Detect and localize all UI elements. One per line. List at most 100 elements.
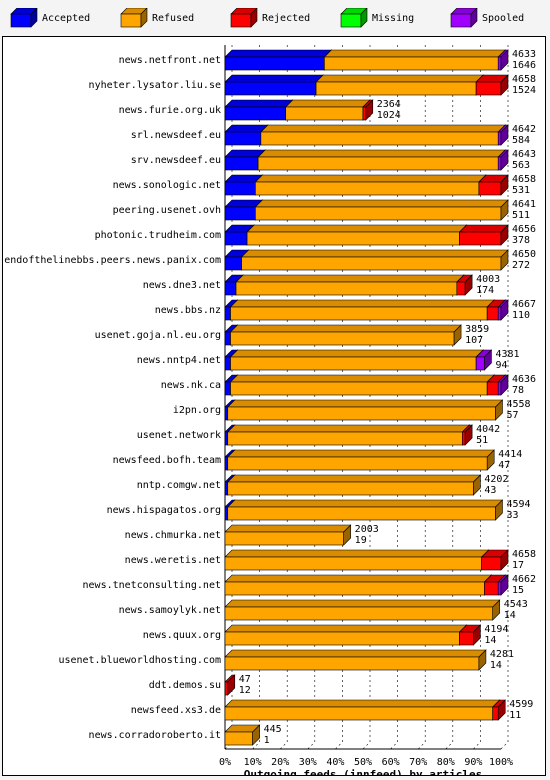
bar-segment-rejected-top bbox=[458, 224, 509, 233]
bar-segment-refused-top bbox=[254, 199, 509, 208]
accepted-value: 1524 bbox=[512, 85, 536, 96]
bar-segment-refused-front bbox=[224, 531, 344, 546]
gridline-diag-2 bbox=[279, 741, 288, 750]
row-label: newsfeed.xs3.de bbox=[131, 705, 221, 716]
bar-segment-refused-front bbox=[224, 556, 482, 571]
bar-segment-rejected bbox=[491, 699, 506, 721]
bar-segment-rejected-side bbox=[497, 699, 506, 721]
bar-segment-rejected-side bbox=[473, 624, 481, 646]
offered-value: 4194 bbox=[484, 624, 508, 635]
bar-segment-spooled-side bbox=[484, 349, 492, 371]
cube-orange-icon-shape bbox=[120, 8, 148, 28]
row-label: i2pn.org bbox=[173, 405, 221, 416]
bar-segment-refused-front bbox=[227, 506, 496, 521]
bar-segment-refused-side bbox=[252, 724, 260, 746]
accepted-value: 1 bbox=[264, 735, 270, 746]
bar-segment-accepted bbox=[224, 49, 333, 71]
bar-segment-rejected-front bbox=[486, 381, 499, 396]
bar-segment-rejected-side bbox=[227, 674, 236, 696]
offered-value: 47 bbox=[239, 674, 251, 685]
cube-blue-icon-shape bbox=[10, 8, 38, 28]
bar-segment-refused-top bbox=[240, 249, 509, 258]
bar-segment-rejected-side bbox=[500, 549, 509, 571]
row-label: nyheter.lysator.liu.se bbox=[89, 80, 221, 91]
bar-segment-refused bbox=[235, 274, 465, 296]
accepted-value: 531 bbox=[512, 185, 530, 196]
bar-segment-refused-side bbox=[500, 249, 509, 271]
x-tick-label: 10% bbox=[244, 757, 262, 768]
bar-segment-refused-top bbox=[257, 149, 506, 158]
cube-red-icon bbox=[230, 8, 258, 28]
bar-segment-refused bbox=[254, 199, 509, 221]
bar-segment-refused-side bbox=[453, 324, 462, 346]
bar-segment-refused-side bbox=[343, 524, 351, 546]
bar-segment-refused-top bbox=[229, 324, 462, 333]
cube-purple-icon-shape bbox=[450, 8, 478, 28]
row-label: srv.newsdeef.eu bbox=[131, 155, 221, 166]
bar-segment-refused bbox=[257, 149, 506, 171]
accepted-value: 272 bbox=[512, 260, 530, 271]
row-label: news.chmurka.net bbox=[125, 530, 221, 541]
chart-legend: Accepted Refused Rejected Missing Spooled bbox=[0, 0, 550, 36]
bar-segment-refused-top bbox=[229, 374, 495, 383]
bar-segment-spooled-side bbox=[500, 574, 509, 596]
bar-segment-accepted bbox=[224, 249, 250, 271]
x-tick-label: 70% bbox=[409, 757, 427, 768]
bar-segment-spooled-front bbox=[497, 381, 502, 396]
accepted-value: 78 bbox=[512, 385, 524, 396]
accepted-value: 14 bbox=[490, 660, 502, 671]
bar-segment-rejected-front bbox=[492, 706, 499, 721]
row-label: news.nntp4.net bbox=[137, 355, 221, 366]
bar-segment-spooled-side bbox=[500, 124, 509, 146]
x-tick-label: 100% bbox=[489, 757, 513, 768]
bar-segment-refused bbox=[284, 99, 371, 121]
row-label: photonic.trudheim.com bbox=[95, 230, 221, 241]
bar-segment-refused-top bbox=[224, 649, 487, 658]
bar-segment-spooled bbox=[497, 149, 509, 171]
bar-segment-refused bbox=[315, 74, 484, 96]
bar-segment-refused-front bbox=[230, 331, 455, 346]
gridline-diag-6 bbox=[390, 741, 398, 750]
bar-segment-refused-top bbox=[315, 74, 484, 83]
bar-segment-refused-front bbox=[255, 181, 480, 196]
row-label: news.netfront.net bbox=[119, 55, 221, 66]
bar-segment-refused-side bbox=[486, 449, 495, 471]
bar-segment-refused-top bbox=[254, 174, 487, 183]
bar-segment-refused bbox=[229, 374, 495, 396]
bar-segment-rejected-side bbox=[500, 224, 509, 246]
bar-segment-refused-side bbox=[492, 599, 501, 621]
accepted-value: 12 bbox=[239, 685, 251, 696]
bar-segment-refused-front bbox=[257, 156, 499, 171]
x-tick-label: 80% bbox=[437, 757, 455, 768]
bar-segment-refused bbox=[224, 649, 487, 671]
bar-segment-spooled-side bbox=[500, 49, 509, 71]
cube-orange-icon-shape-side bbox=[140, 8, 148, 28]
bar-segment-refused bbox=[224, 624, 468, 646]
bar-segment-spooled-side bbox=[500, 149, 509, 171]
x-tick-label: 40% bbox=[326, 757, 344, 768]
bar-segment-refused-front bbox=[224, 706, 494, 721]
offered-value: 4643 bbox=[512, 149, 536, 160]
bar-segment-refused-front bbox=[230, 381, 488, 396]
bar-segment-refused-top bbox=[284, 99, 371, 108]
row-label: news.bbs.nz bbox=[155, 305, 221, 316]
x-tick-label: 60% bbox=[382, 757, 400, 768]
bar-segment-refused-front bbox=[224, 631, 460, 646]
accepted-value: 51 bbox=[476, 435, 488, 446]
legend-label-missing: Missing bbox=[372, 13, 415, 24]
bar-segment-rejected-front bbox=[484, 581, 499, 596]
offered-value: 4594 bbox=[506, 499, 530, 510]
cube-orange-icon-shape-front bbox=[120, 13, 142, 28]
bar-segment-refused-front bbox=[235, 281, 458, 296]
legend-label-spooled: Spooled bbox=[482, 13, 525, 24]
cube-green-icon-shape-front bbox=[340, 13, 362, 28]
bar-segment-accepted-front bbox=[224, 356, 231, 371]
cube-red-icon-shape-front bbox=[230, 13, 252, 28]
offered-value: 4662 bbox=[512, 574, 536, 585]
bar-segment-refused bbox=[254, 174, 487, 196]
